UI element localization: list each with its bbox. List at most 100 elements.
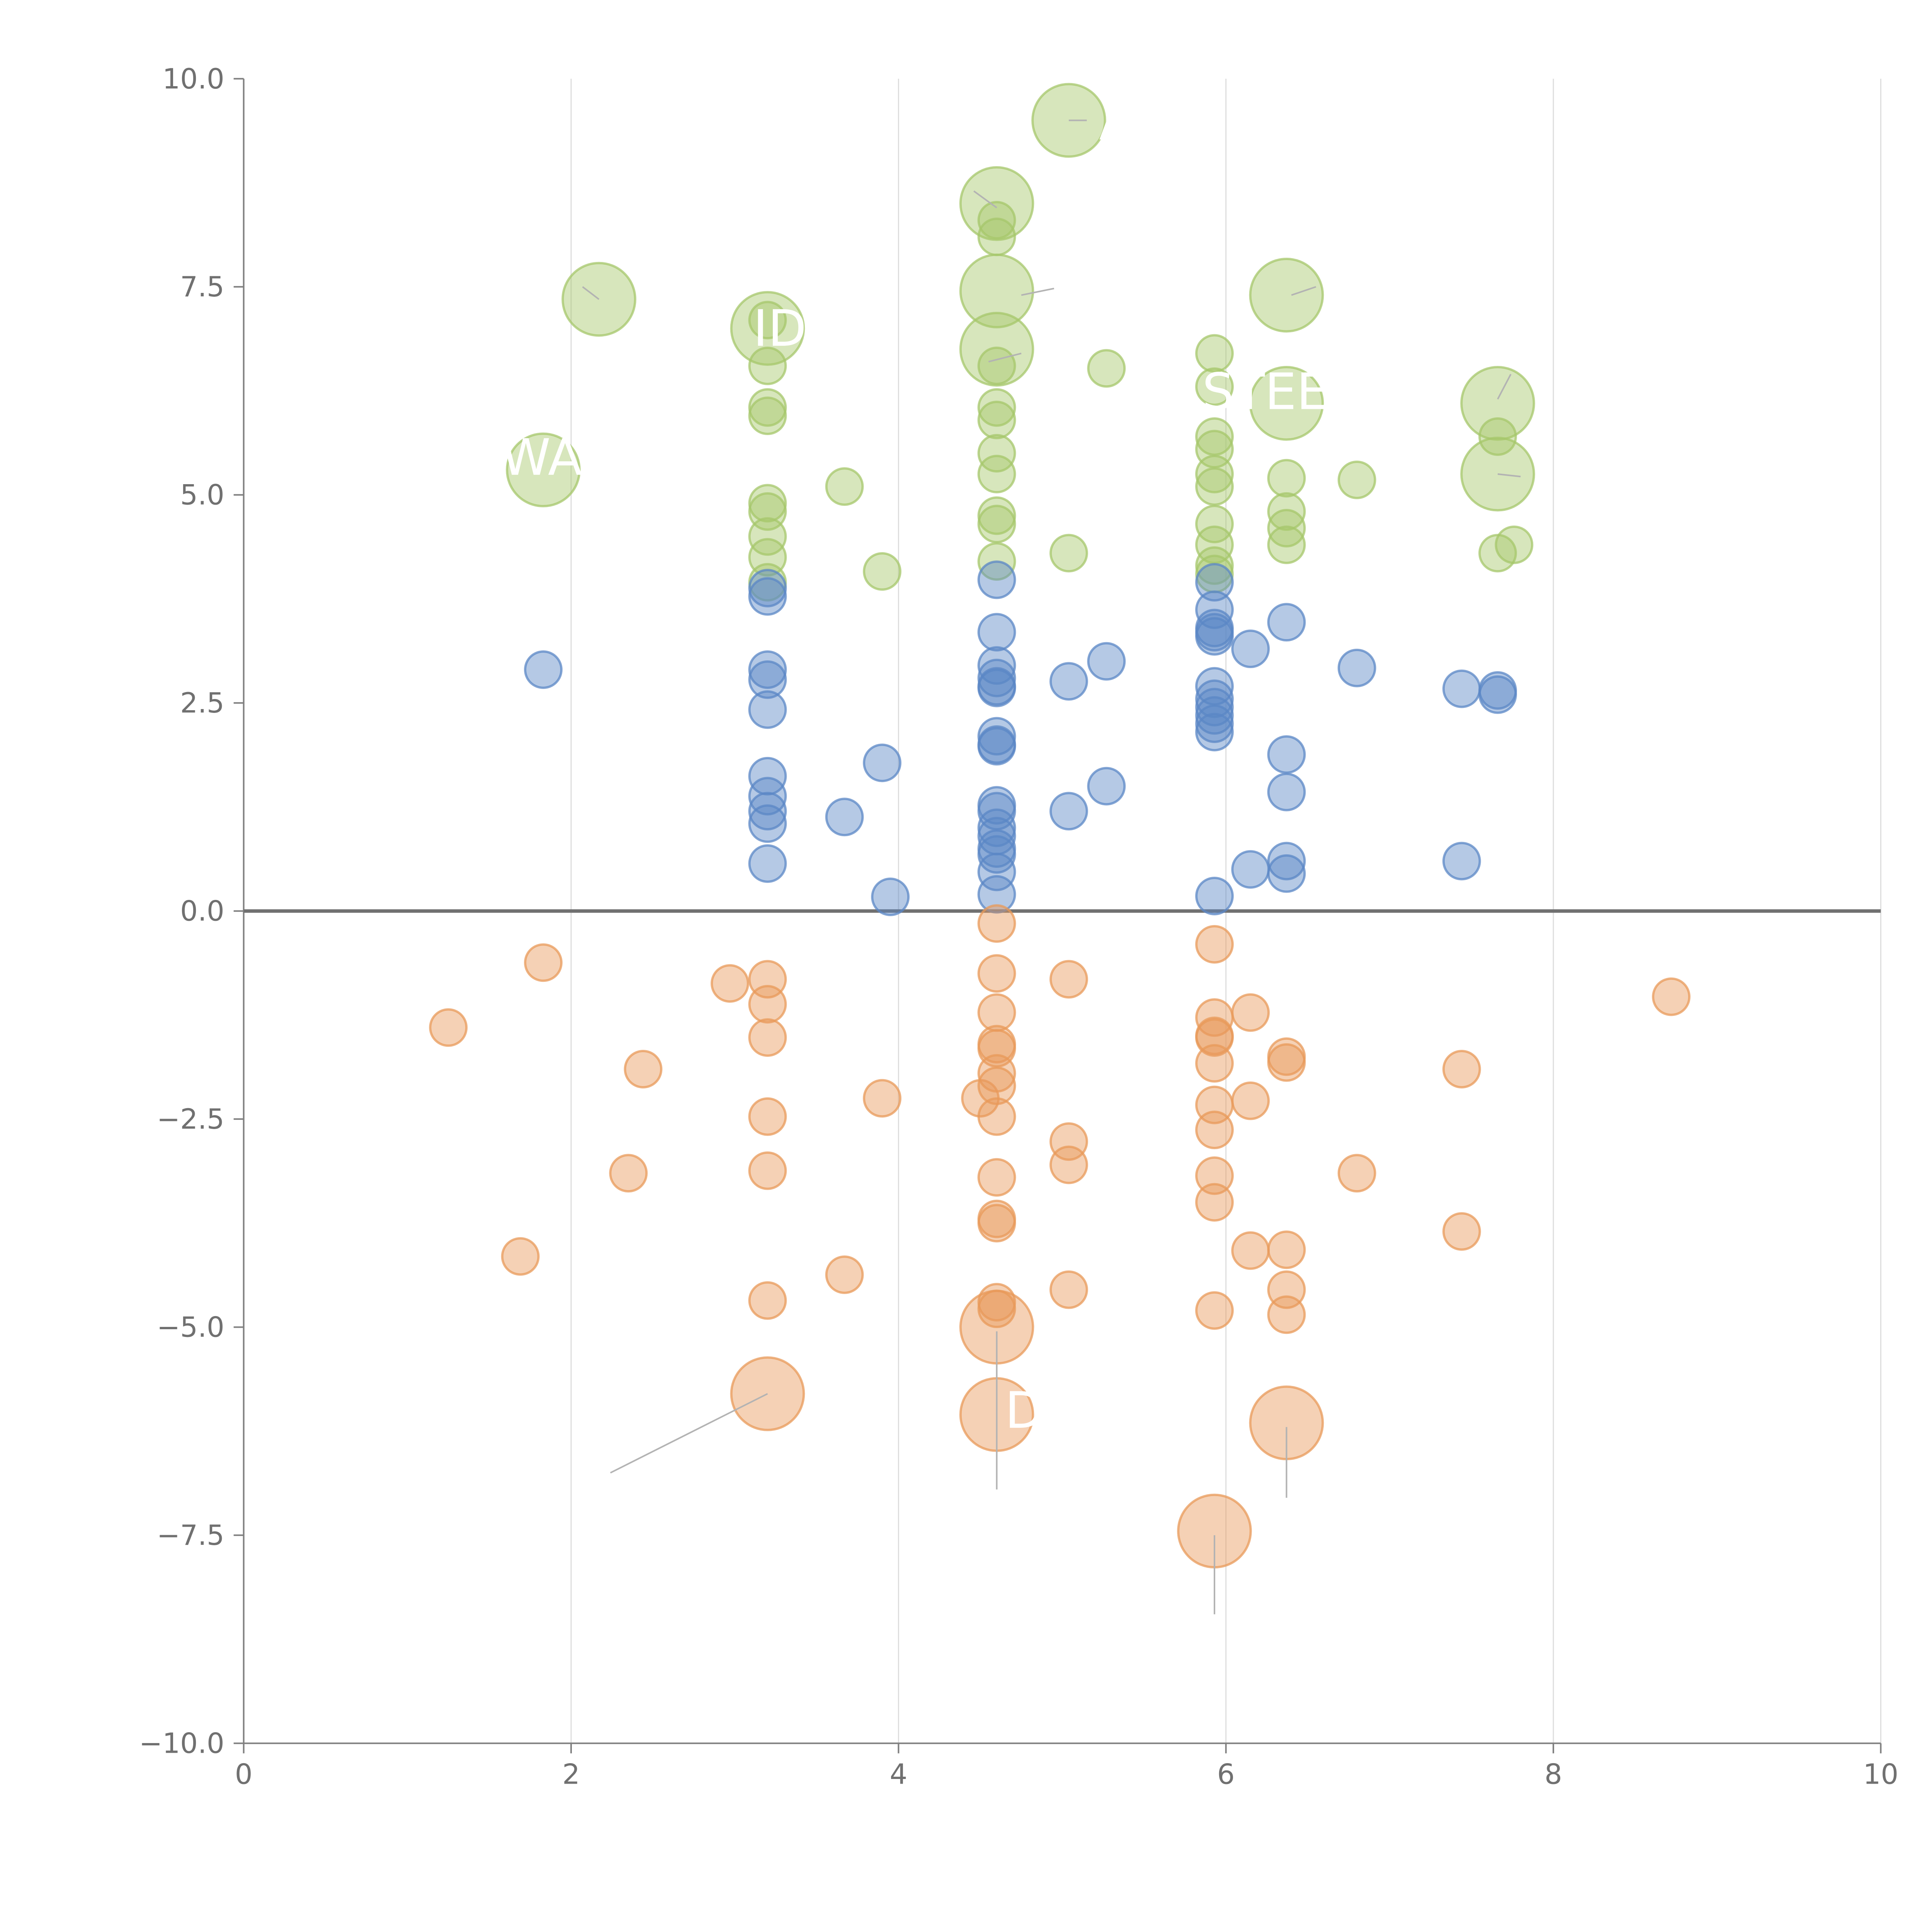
leader-line [1291, 286, 1316, 296]
orange-bubble [977, 1066, 1016, 1105]
green-bubble [1495, 526, 1534, 564]
green-bubble [977, 346, 1016, 385]
green-bubble [1195, 417, 1234, 456]
y-tick-label: −7.5 [157, 1519, 224, 1551]
orange-bubble [1337, 1154, 1376, 1193]
orange-bubble [1442, 1212, 1481, 1251]
bubble-label: D [1005, 1381, 1044, 1440]
leader-line [1021, 287, 1054, 296]
x-tick-label: 6 [1217, 1758, 1235, 1791]
orange-bubble [1195, 1156, 1234, 1195]
green-bubble [1195, 367, 1234, 406]
orange-bubble [977, 1204, 1016, 1243]
blue-bubble [1267, 603, 1306, 642]
x-tick-label: 0 [235, 1758, 253, 1791]
x-tick-label: 10 [1863, 1758, 1899, 1791]
orange-bubble [825, 1255, 864, 1294]
blue-bubble [748, 650, 787, 689]
blue-bubble [1087, 642, 1126, 681]
orange-bubble [1195, 1183, 1234, 1222]
green-bubble [748, 301, 787, 340]
green-bubble [977, 201, 1016, 240]
orange-bubble [1267, 1230, 1306, 1269]
blue-bubble [748, 792, 787, 831]
blue-bubble [1267, 854, 1306, 893]
bubble-label-layer: IDX WA A STEE D [501, 93, 1328, 1440]
green-bubble [977, 505, 1016, 544]
green-bubble [1087, 349, 1126, 388]
green-bubble [1460, 366, 1535, 441]
bubble-label: STEE [1202, 362, 1328, 421]
orange-bubble [1049, 1270, 1088, 1309]
green-bubble [1267, 526, 1306, 564]
blue-bubble [977, 808, 1016, 847]
blue-bubble [748, 690, 787, 729]
blue-bubble [1049, 792, 1088, 831]
orange-bubble [1195, 1044, 1234, 1083]
bubble-label: WA [501, 428, 582, 487]
blue-bubble [1195, 704, 1234, 743]
blue-bubble [977, 613, 1016, 652]
green-bubble [977, 388, 1016, 427]
green-bubble [977, 218, 1016, 256]
orange-bubble [711, 964, 749, 1003]
green-bubble [1267, 509, 1306, 548]
blue-bubble [1267, 735, 1306, 774]
green-bubble [1049, 534, 1088, 573]
leader-line-layer [582, 119, 1521, 1614]
green-bubble [977, 496, 1016, 535]
green-bubble [1267, 492, 1306, 531]
orange-bubble [1049, 1145, 1088, 1184]
y-tick-label: −2.5 [157, 1103, 224, 1135]
y-tick-label: −5.0 [157, 1311, 224, 1344]
blue-bubble [825, 798, 864, 837]
blue-bubble [748, 804, 787, 843]
blue-bubble [977, 668, 1016, 707]
orange-bubble [1231, 1081, 1270, 1120]
blue-bubble [1442, 842, 1481, 881]
blue-bubble [871, 878, 910, 916]
orange-bubble [1195, 1111, 1234, 1150]
y-tick-label: 7.5 [180, 270, 224, 303]
green-bubble [730, 291, 805, 366]
orange-bubble [977, 954, 1016, 993]
green-bubble [748, 388, 787, 427]
green-bubble [1267, 459, 1306, 498]
y-tick-label: −10.0 [139, 1727, 224, 1760]
blue-bubble [977, 658, 1016, 697]
blue-bubble [1337, 648, 1376, 687]
orange-bubble [1442, 1050, 1481, 1088]
bubble-layer [429, 83, 1690, 1569]
orange-bubble [1049, 960, 1088, 999]
orange-bubble [977, 1097, 1016, 1136]
orange-bubble [748, 1281, 787, 1320]
blue-bubble [748, 577, 787, 616]
blue-bubble [1195, 617, 1234, 656]
blue-bubble [977, 646, 1016, 685]
green-bubble [748, 517, 787, 556]
blue-bubble [524, 650, 563, 689]
y-tick-label: 10.0 [162, 63, 224, 95]
blue-bubble [1231, 850, 1270, 889]
orange-bubble [1267, 1295, 1306, 1334]
green-bubble [748, 484, 787, 523]
orange-bubble [429, 1008, 468, 1047]
orange-bubble [1231, 1231, 1270, 1270]
orange-bubble [977, 1054, 1016, 1093]
green-bubble [1195, 467, 1234, 506]
orange-bubble [1652, 977, 1690, 1016]
green-bubble [1195, 454, 1234, 493]
orange-bubble [748, 1018, 787, 1057]
orange-bubble [501, 1237, 540, 1276]
blue-bubble [748, 757, 787, 796]
leader-line [582, 286, 600, 300]
y-tick-label: 5.0 [180, 479, 224, 511]
blue-bubble [748, 844, 787, 883]
green-bubble [825, 467, 864, 506]
green-bubble [748, 396, 787, 435]
green-bubble [977, 454, 1016, 493]
x-tick-label: 4 [889, 1758, 907, 1791]
leader-line [610, 1393, 768, 1474]
blue-bubble [1478, 675, 1517, 714]
